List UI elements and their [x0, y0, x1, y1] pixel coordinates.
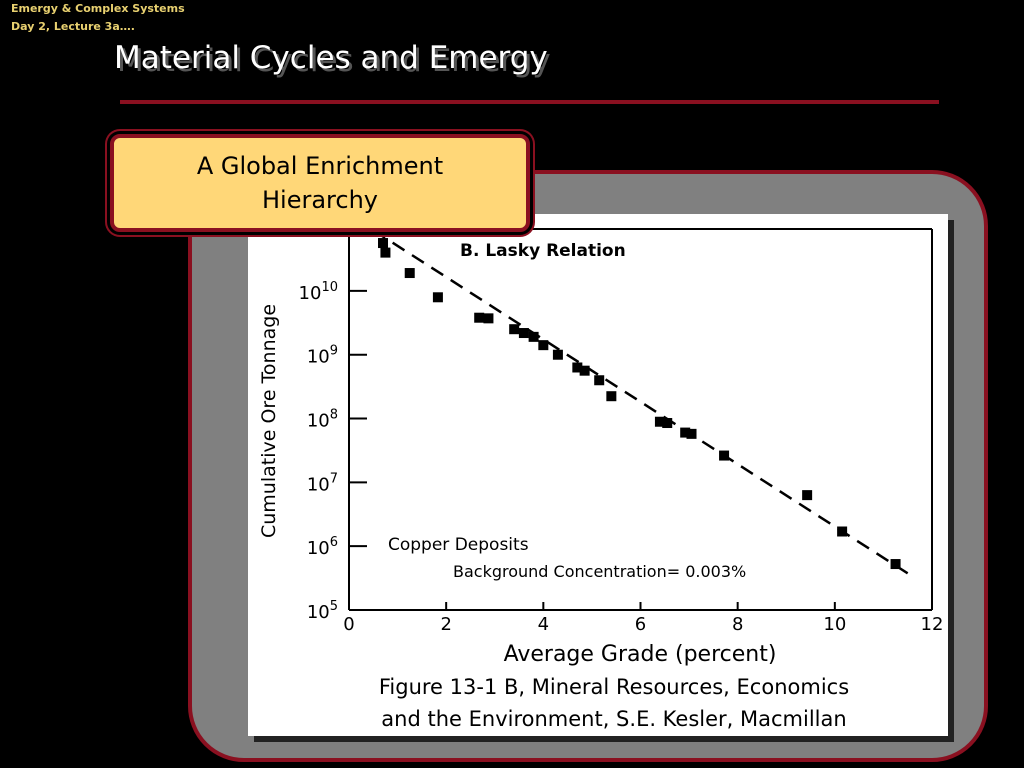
- data-point: [552, 349, 563, 360]
- data-point: [837, 526, 848, 537]
- x-tick-label: 0: [343, 614, 354, 635]
- chart-panel: 0 2 4 6 8 10 12 105 106 107 108 109 1010 B. Lasky R…: [248, 214, 948, 736]
- title-divider: [120, 100, 939, 104]
- y-tick-label: 107: [307, 471, 338, 495]
- data-point: [802, 490, 813, 501]
- y-tick-label: 106: [307, 535, 338, 559]
- chart-annotation: Copper Deposits: [388, 535, 529, 555]
- lecture-header: Day 2, Lecture 3a….: [11, 20, 135, 33]
- y-tick-label: 1010: [299, 280, 338, 304]
- figure-caption-line-2: and the Environment, S.E. Kesler, Macmil…: [381, 707, 846, 731]
- data-point: [594, 375, 605, 386]
- enrichment-callout: A Global Enrichment Hierarchy: [110, 134, 530, 232]
- x-tick-label: 8: [732, 614, 743, 635]
- data-point: [404, 268, 415, 279]
- data-point: [509, 324, 520, 335]
- chart-title: B. Lasky Relation: [460, 241, 626, 261]
- data-point: [572, 362, 583, 373]
- y-tick-label: 109: [307, 344, 338, 368]
- y-axis-label: Cumulative Ore Tonnage: [258, 304, 280, 538]
- slide-title: Material Cycles and Emergy: [114, 40, 548, 76]
- y-tick-label: 108: [307, 408, 338, 432]
- lasky-chart: 0 2 4 6 8 10 12 105 106 107 108 109 1010 B. Lasky R…: [258, 228, 944, 731]
- x-tick-label: 6: [635, 614, 646, 635]
- x-tick-label: 12: [921, 614, 944, 635]
- data-point: [432, 292, 443, 303]
- y-tick-label: 105: [307, 599, 338, 623]
- data-point: [378, 238, 389, 249]
- data-point: [890, 559, 901, 570]
- background-concentration-note: Background Concentration= 0.003%: [453, 562, 746, 581]
- data-point: [606, 391, 617, 402]
- data-point: [528, 331, 539, 342]
- data-point: [474, 312, 485, 323]
- data-point: [686, 428, 697, 439]
- x-tick-label: 10: [823, 614, 846, 635]
- x-tick-label: 4: [538, 614, 549, 635]
- data-point: [483, 313, 494, 324]
- figure-caption-line-1: Figure 13-1 B, Mineral Resources, Econom…: [379, 675, 849, 699]
- x-tick-label: 2: [440, 614, 451, 635]
- course-header: Emergy & Complex Systems: [11, 2, 185, 15]
- data-point: [680, 427, 691, 438]
- data-point: [654, 416, 665, 427]
- data-point: [579, 365, 590, 376]
- data-point: [518, 328, 529, 339]
- data-point: [662, 418, 673, 429]
- data-point: [719, 450, 730, 461]
- data-point: [538, 340, 549, 351]
- trend-line: [372, 229, 911, 576]
- data-point: [380, 247, 391, 258]
- x-axis-label: Average Grade (percent): [504, 642, 777, 667]
